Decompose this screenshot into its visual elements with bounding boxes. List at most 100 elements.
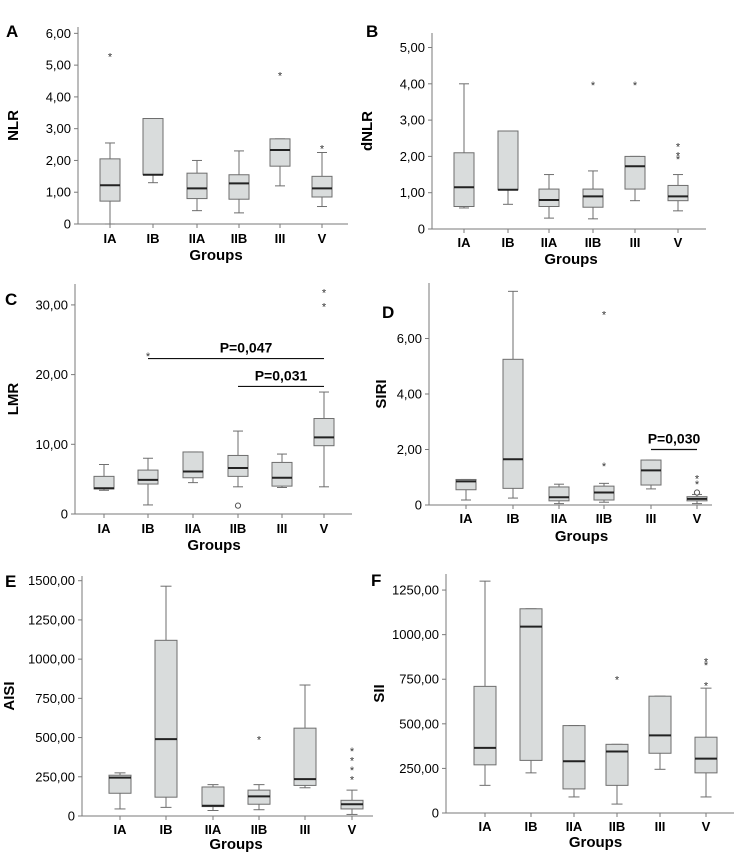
iqr-box: [624, 155, 646, 190]
x-tick-label: IA: [458, 235, 472, 250]
outlier-star: *: [322, 302, 327, 314]
x-tick-label: V: [693, 511, 702, 526]
outlier-star: *: [591, 80, 596, 92]
y-tick-label: 1,00: [400, 185, 425, 200]
box-iii: [271, 453, 293, 489]
y-tick-label: 1000,00: [28, 652, 75, 667]
y-tick-label: 4,00: [400, 76, 425, 91]
p-value-label: P=0,030: [648, 431, 701, 447]
y-tick-label: 2,00: [397, 442, 422, 457]
outlier-star: *: [350, 746, 355, 758]
outlier-star: *: [676, 142, 681, 154]
box-iia: [562, 725, 586, 798]
box-v: [311, 152, 333, 208]
outlier-star: *: [633, 80, 638, 92]
outlier-star: *: [695, 479, 700, 491]
p-value-label: P=0,047: [220, 340, 273, 356]
x-tick-label: III: [277, 521, 288, 536]
x-tick-label: IIB: [609, 819, 626, 834]
iqr-box: [201, 786, 225, 808]
iqr-box: [269, 138, 291, 167]
x-tick-label: IIA: [541, 235, 558, 250]
y-tick-label: 750,00: [35, 691, 75, 706]
box-ia: [93, 464, 115, 491]
iqr-box: [313, 418, 335, 447]
iqr-box: [648, 695, 672, 754]
iqr-box: [640, 459, 662, 486]
outlier-star: *: [257, 734, 262, 746]
box-ib: [502, 290, 524, 499]
panel-label: E: [5, 572, 16, 591]
box-v: [340, 789, 364, 815]
x-tick-label: V: [674, 235, 683, 250]
x-tick-label: IA: [114, 822, 128, 837]
x-axis-label: Groups: [189, 247, 242, 264]
iqr-box: [137, 469, 159, 485]
outlier-star: *: [704, 657, 709, 669]
x-tick-label: III: [630, 235, 641, 250]
outlier-star: *: [350, 765, 355, 777]
outlier-star: *: [146, 351, 151, 363]
outlier-star: *: [676, 151, 681, 163]
box-iii: [624, 155, 646, 202]
x-tick-label: IB: [502, 235, 515, 250]
y-tick-label: 6,00: [46, 26, 71, 41]
outlier-star: *: [602, 461, 607, 473]
x-axis-label: Groups: [569, 834, 622, 851]
x-tick-label: III: [300, 822, 311, 837]
panel-f: F 0 250,00 500,00 750,00 1000,00 1250,00 SII Gro…: [371, 571, 734, 851]
y-tick-label: 0: [415, 498, 422, 513]
iqr-box: [667, 184, 689, 202]
y-axis-label: NLR: [5, 110, 22, 141]
box-iib: [227, 430, 249, 488]
x-tick-label: IA: [104, 231, 118, 246]
panel-label: F: [371, 571, 381, 590]
x-tick-label: III: [646, 511, 657, 526]
y-tick-label: 750,00: [399, 672, 439, 687]
x-tick-label: IIA: [185, 521, 202, 536]
iqr-box: [605, 743, 629, 786]
x-axis-label: Groups: [187, 537, 240, 554]
panel-label: D: [382, 303, 394, 322]
y-tick-label: 30,00: [35, 297, 68, 312]
x-tick-label: IB: [142, 521, 155, 536]
outlier-star: *: [350, 756, 355, 768]
outlier-star: *: [108, 52, 113, 64]
iqr-box: [182, 451, 204, 479]
x-tick-label: IA: [98, 521, 112, 536]
y-tick-label: 1000,00: [392, 627, 439, 642]
outlier-star: *: [322, 288, 327, 300]
y-axis-label: AISI: [1, 681, 18, 710]
x-tick-label: III: [655, 819, 666, 834]
y-tick-label: 3,00: [46, 121, 71, 136]
x-tick-label: IB: [507, 511, 520, 526]
x-tick-label: IB: [147, 231, 160, 246]
box-ib: [519, 608, 543, 774]
x-tick-label: IIA: [566, 819, 583, 834]
iqr-box: [108, 774, 132, 794]
outlier-star: *: [704, 681, 709, 693]
iqr-box: [227, 454, 249, 477]
box-ia: [453, 83, 475, 209]
x-axis-label: Groups: [555, 528, 608, 545]
outlier-star: *: [676, 154, 681, 166]
y-tick-label: 1250,00: [28, 612, 75, 627]
box-ib: [497, 130, 519, 205]
box-ib: [142, 118, 164, 184]
box-iia: [186, 159, 208, 212]
iqr-box: [538, 188, 560, 207]
x-tick-label: IIB: [251, 822, 268, 837]
y-tick-label: 0: [68, 809, 75, 824]
box-iii: [640, 459, 662, 490]
x-tick-label: IIA: [205, 822, 222, 837]
box-iii: [293, 684, 317, 789]
x-axis-label: Groups: [544, 251, 597, 268]
x-tick-label: IIA: [189, 231, 206, 246]
iqr-box: [228, 174, 250, 200]
iqr-box: [502, 358, 524, 489]
box-iia: [182, 451, 204, 484]
y-axis-label: dNLR: [359, 111, 376, 151]
y-tick-label: 2,00: [400, 149, 425, 164]
iqr-box: [455, 478, 477, 491]
panel-label: B: [366, 22, 378, 41]
